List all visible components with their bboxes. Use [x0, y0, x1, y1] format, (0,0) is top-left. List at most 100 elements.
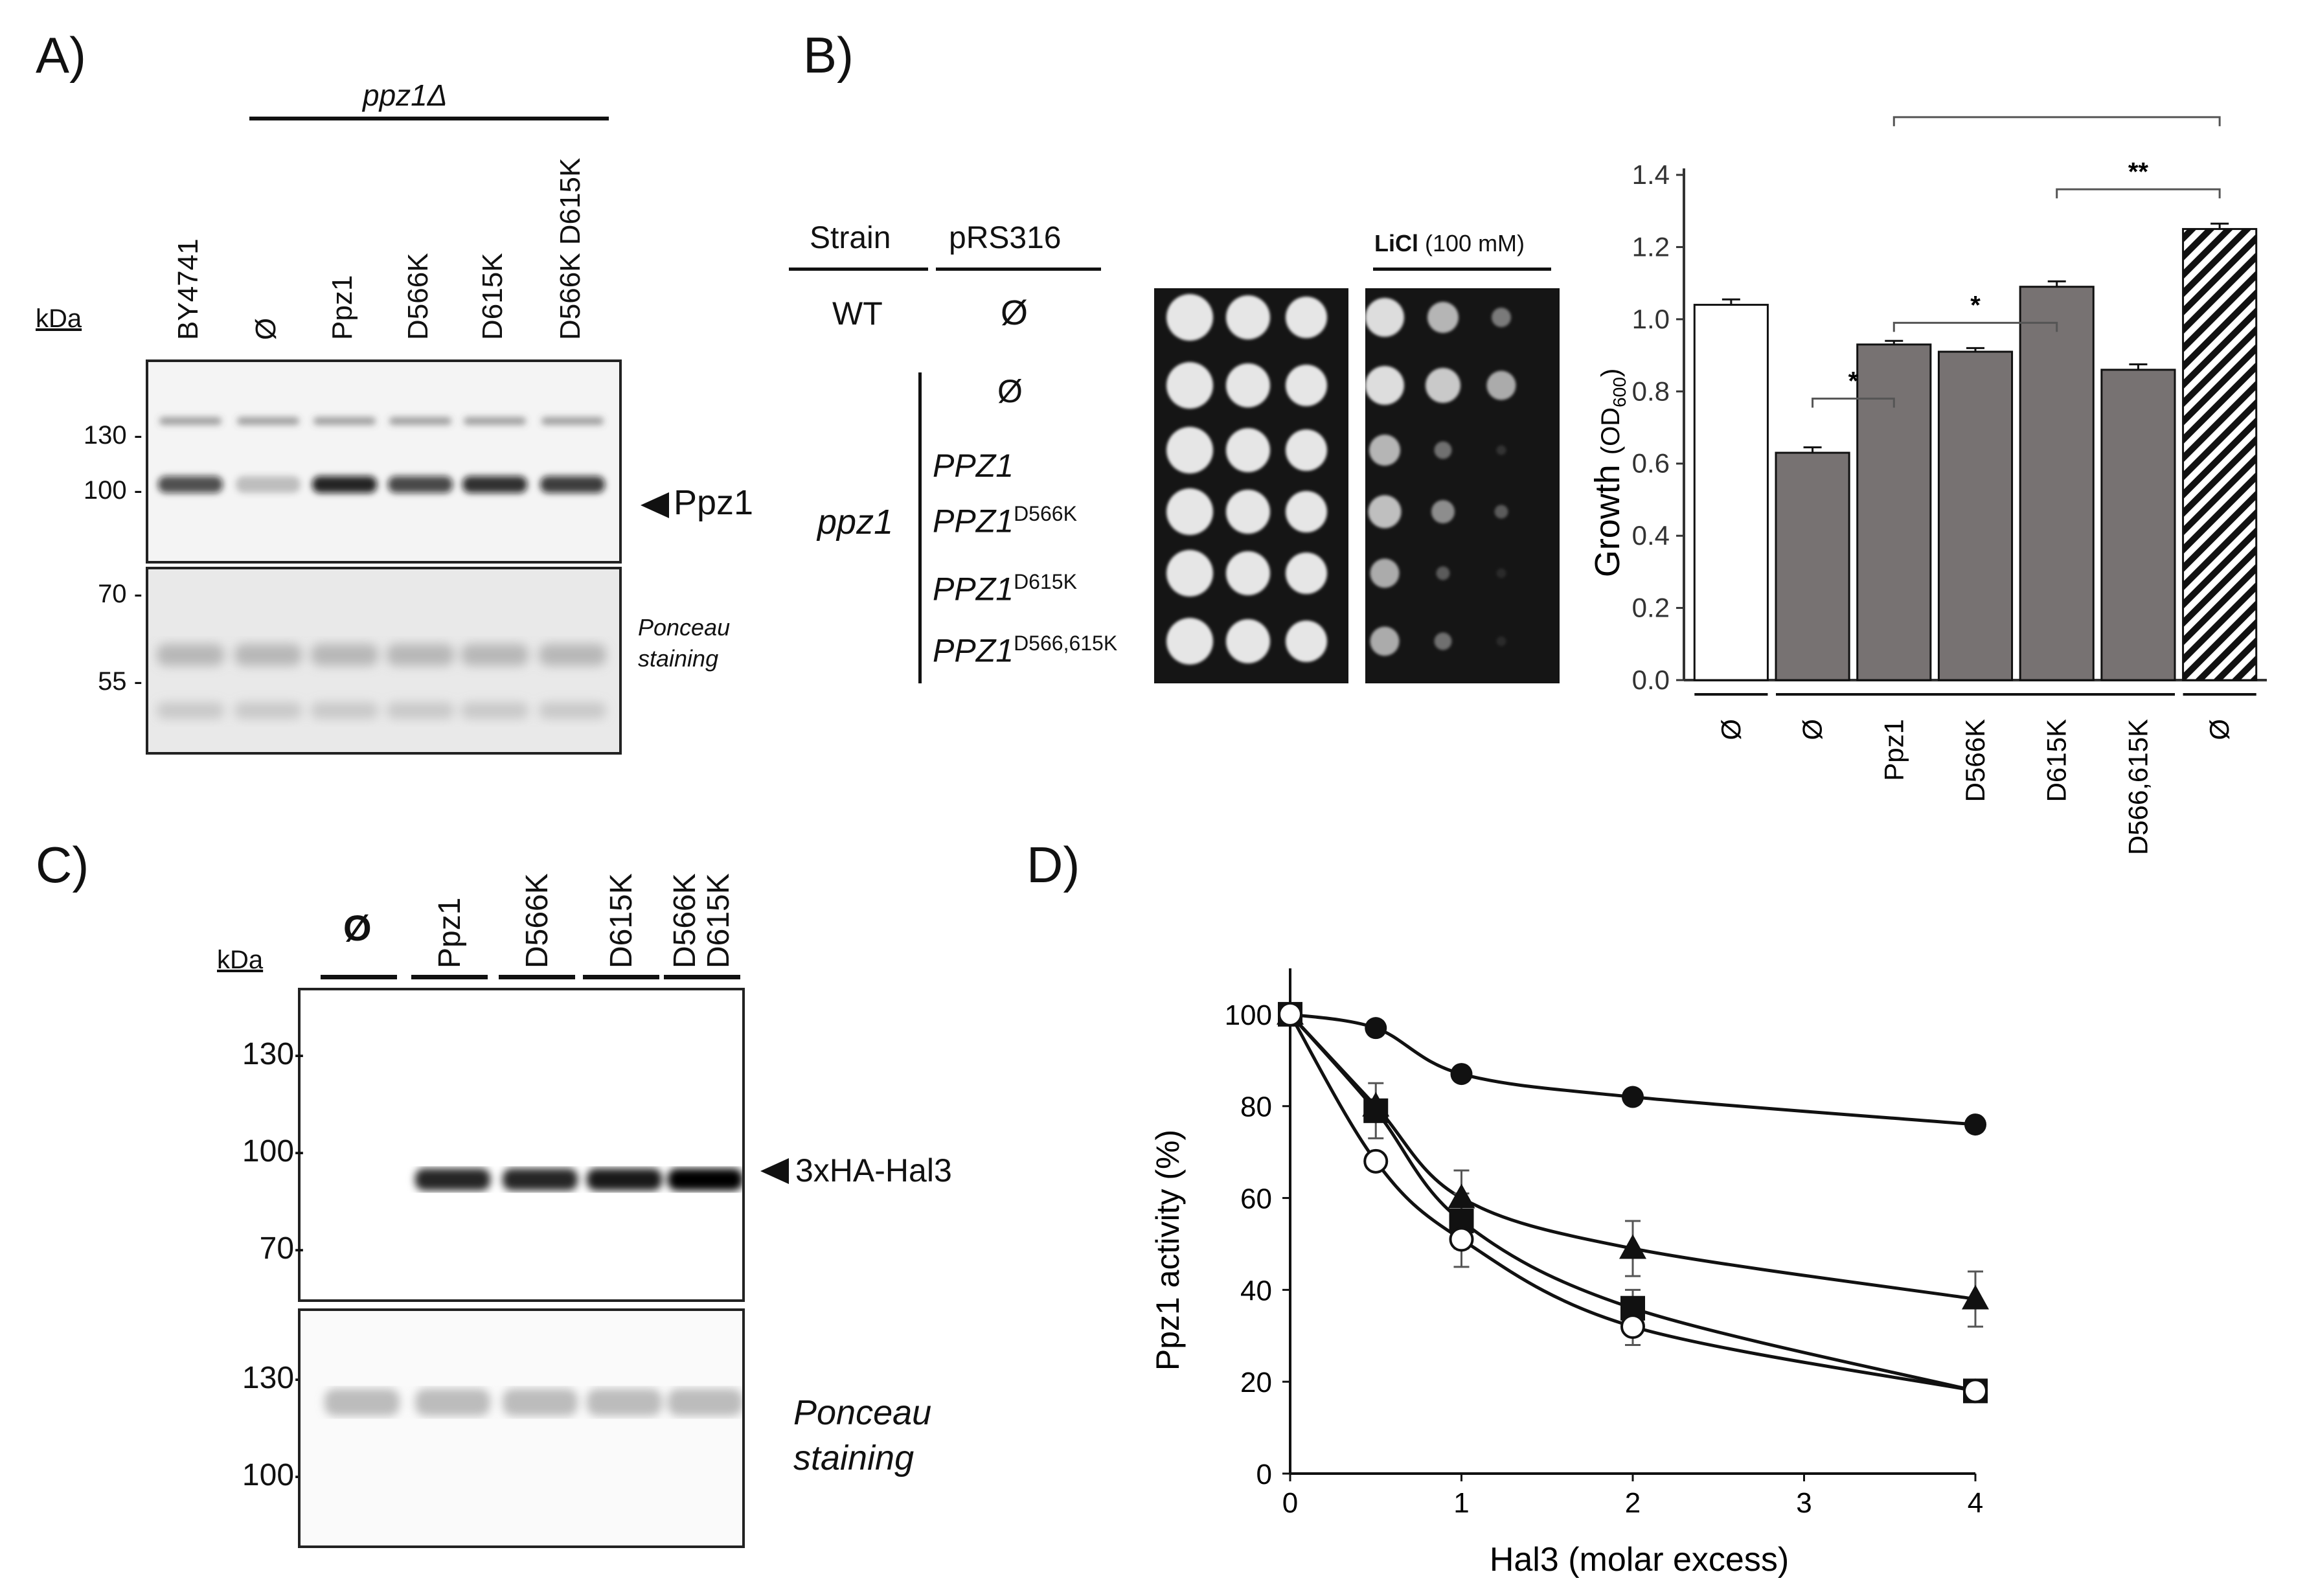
kda-label-c: kDa — [217, 946, 264, 974]
mutation-superscript: D566,615K — [1014, 632, 1118, 655]
lane-bar — [583, 975, 659, 979]
mw-marker: 70- — [259, 1231, 304, 1266]
line-y-tick-label: 60 — [1240, 1183, 1272, 1215]
yeast-spot — [1496, 636, 1506, 646]
line-x-tick-label: 0 — [1282, 1487, 1298, 1519]
lane-bar — [321, 975, 397, 979]
yeast-spot — [1226, 490, 1270, 534]
yeast-spot — [1226, 363, 1270, 407]
bar-y-tick-label: 0.8 — [1632, 376, 1670, 406]
bar-category-label: Ppz1 — [1878, 719, 1909, 781]
ponceau-band — [311, 702, 378, 719]
western-blot-hal3 — [298, 988, 745, 1302]
significance-bracket — [1892, 116, 2221, 126]
point — [1363, 1098, 1389, 1123]
significance-bracket — [1892, 321, 2058, 332]
band-130 — [541, 417, 604, 425]
band-ppz1 — [388, 476, 453, 493]
band-130 — [389, 417, 451, 425]
bar-category-label: Ø — [2204, 719, 2234, 740]
ponceau-band — [539, 702, 606, 719]
yeast-spot — [1166, 427, 1213, 473]
bar-y-tick-label: 0.4 — [1632, 520, 1670, 551]
line-y-axis-label: Ppz1 activity (%) — [1150, 1130, 1186, 1371]
bar-y-tick-label: 1.0 — [1632, 304, 1670, 334]
yeast-spot — [1286, 365, 1327, 406]
line-x-axis-label: Hal3 (molar excess) — [1490, 1541, 1789, 1579]
mw-marker: 70 - — [98, 580, 142, 608]
yeast-spot — [1226, 295, 1270, 339]
point — [1963, 1378, 1988, 1404]
band-hal3 — [503, 1168, 578, 1191]
plasmid-row-label: PPZ1D566K — [933, 502, 1077, 540]
bar-category-label: D566,615K — [2122, 719, 2153, 855]
yeast-spot — [1434, 441, 1452, 459]
panel-b-label: B) — [803, 27, 854, 84]
mw-marker: 130- — [242, 1361, 304, 1395]
lane-label: D566K — [520, 873, 554, 968]
lane-label: D566K — [402, 253, 434, 340]
lane-bar — [411, 975, 488, 979]
bar-ylabel-sub: 600 — [1609, 377, 1630, 407]
growth-bar-chart: Growth (OD600) 0.0 0.2 0.4 0.6 0.8 1.0 1.2 1.4 Ø… — [1588, 110, 2267, 855]
wt-plasmid: Ø — [1001, 293, 1028, 332]
group-bar — [249, 117, 609, 120]
ponceau-band — [539, 644, 606, 666]
yeast-spot — [1166, 618, 1213, 665]
col-plasmid-line — [936, 268, 1101, 271]
yeast-spot — [1226, 551, 1270, 595]
yeast-spot — [1427, 302, 1459, 333]
band-ppz1 — [236, 476, 301, 493]
yeast-spot — [1496, 445, 1506, 455]
point — [1622, 1086, 1644, 1108]
significance-bracket — [1812, 397, 1895, 408]
ponceau-label-a: Ponceau staining — [638, 614, 731, 672]
yeast-spot — [1426, 368, 1460, 403]
line-y-tick-label: 80 — [1240, 1091, 1272, 1123]
panel-a-label: A) — [36, 27, 86, 84]
bar-y-tick-label: 0.0 — [1632, 665, 1670, 695]
band-130 — [464, 417, 526, 425]
spot-plate-licl — [1365, 288, 1560, 683]
band-label-hal3: 3xHA-Hal3 — [795, 1152, 952, 1189]
line-y-tick-label: 0 — [1256, 1459, 1272, 1490]
mw-marker: 100- — [242, 1134, 304, 1168]
plasmid-row-label: PPZ1D615K — [933, 570, 1077, 608]
bar — [1693, 304, 1769, 681]
yeast-spot — [1286, 297, 1327, 338]
band-hal3 — [587, 1168, 662, 1191]
yeast-spot — [1486, 370, 1516, 400]
kda-label-a: kDa — [36, 304, 82, 333]
point — [1448, 1183, 1475, 1209]
yeast-spot — [1436, 566, 1450, 580]
ppz1-activity-line-chart: Ppz1 activity (%) Hal3 (molar excess) 0 2… — [1150, 968, 1989, 1579]
band-130 — [237, 417, 299, 425]
ponceau-band — [311, 644, 378, 666]
line-y-tick-label: 40 — [1240, 1275, 1272, 1306]
licl-line — [1373, 268, 1551, 271]
point — [1278, 1001, 1302, 1027]
ponceau-band — [461, 644, 528, 666]
band-130 — [159, 417, 222, 425]
band-label-ppz1: Ppz1 — [674, 483, 754, 522]
bar — [1856, 343, 1932, 681]
lane-bar — [664, 975, 740, 979]
licl-conc: (100 mM) — [1425, 230, 1525, 256]
ppz1-label: ppz1 — [817, 503, 894, 542]
line-x-tick-label: 3 — [1796, 1487, 1812, 1519]
point — [1962, 1284, 1989, 1310]
bar-y-tick-label: 0.6 — [1632, 448, 1670, 479]
ponceau-band — [234, 644, 302, 666]
yeast-spot — [1286, 491, 1327, 532]
point — [1449, 1227, 1474, 1252]
ponceau-band — [324, 1389, 400, 1416]
yeast-spot — [1496, 568, 1506, 578]
mw-marker: 100- — [242, 1458, 304, 1492]
spot-plate-control — [1154, 288, 1348, 683]
bar — [1937, 350, 2014, 681]
point — [1964, 1113, 1986, 1136]
panel-d-label: D) — [1027, 836, 1080, 893]
bar-ylabel-main: Growth — [1588, 464, 1627, 577]
lane-label: Ø — [343, 907, 372, 948]
lane-label: D566K D615K — [554, 157, 586, 340]
